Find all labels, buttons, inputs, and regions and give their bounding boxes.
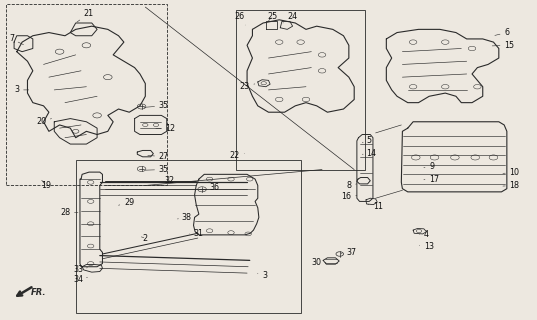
Text: 27: 27 — [148, 152, 169, 161]
Text: 29: 29 — [119, 197, 134, 206]
Text: 11: 11 — [368, 202, 383, 211]
Text: 30: 30 — [311, 258, 326, 267]
Text: FR.: FR. — [31, 288, 46, 297]
Text: 34: 34 — [74, 275, 88, 284]
Bar — [6, 4, 166, 186]
Text: 33: 33 — [74, 265, 88, 275]
Text: 35: 35 — [144, 101, 169, 110]
Text: 5: 5 — [362, 136, 371, 145]
Bar — [236, 10, 365, 170]
Text: 38: 38 — [177, 213, 191, 222]
Text: 10: 10 — [503, 168, 519, 177]
Text: 14: 14 — [362, 149, 376, 158]
Text: 19: 19 — [41, 180, 51, 190]
Text: 22: 22 — [230, 151, 244, 160]
Text: 7: 7 — [9, 35, 24, 45]
Text: 31: 31 — [189, 229, 204, 238]
Text: 17: 17 — [424, 175, 439, 184]
Text: 28: 28 — [60, 208, 78, 217]
Text: 4: 4 — [419, 230, 429, 239]
Text: 24: 24 — [283, 12, 297, 23]
Text: 32: 32 — [161, 176, 174, 186]
Text: 20: 20 — [36, 117, 52, 126]
Text: 36: 36 — [203, 183, 220, 192]
Bar — [76, 160, 301, 313]
Text: 2: 2 — [141, 234, 148, 243]
Text: 3: 3 — [258, 271, 267, 280]
Text: 16: 16 — [342, 192, 357, 201]
Text: 18: 18 — [503, 181, 519, 190]
Text: 35: 35 — [146, 165, 169, 174]
Text: 13: 13 — [419, 242, 434, 251]
Text: 21: 21 — [77, 9, 94, 22]
Text: 37: 37 — [341, 248, 356, 257]
Text: 3: 3 — [14, 85, 29, 94]
Text: 26: 26 — [234, 12, 245, 25]
Text: 15: 15 — [492, 41, 514, 50]
Text: 12: 12 — [156, 124, 175, 132]
Text: 23: 23 — [240, 82, 255, 91]
Text: 9: 9 — [424, 162, 434, 171]
Text: 8: 8 — [346, 181, 357, 190]
Text: 25: 25 — [267, 12, 277, 22]
Text: 6: 6 — [495, 28, 509, 37]
